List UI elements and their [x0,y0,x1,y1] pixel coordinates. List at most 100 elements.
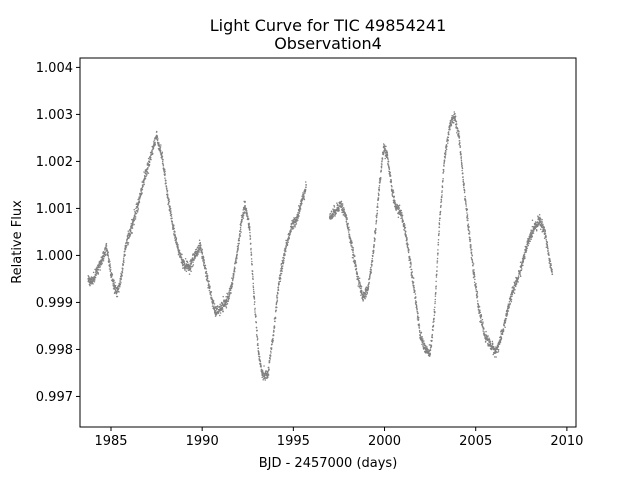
data-point [405,235,407,237]
data-point [351,241,353,244]
data-point [401,214,404,216]
data-point [385,145,387,148]
data-point [473,269,475,271]
data-point [137,206,139,208]
data-point [259,360,262,363]
data-point [387,161,390,163]
data-point [118,291,120,293]
data-point [137,203,140,206]
data-point [346,216,348,219]
data-point [255,334,258,336]
data-point [407,250,410,252]
data-point [242,217,245,219]
data-point [185,270,188,273]
data-point [257,342,259,345]
data-point [513,286,515,289]
data-point [166,187,168,190]
data-point [506,312,508,314]
data-point [471,261,474,264]
data-point [473,275,476,278]
data-point [129,235,131,237]
data-point [504,319,507,322]
data-point [519,275,522,278]
x-tick-label: 2000 [368,434,401,449]
data-point [197,253,199,255]
data-point [500,335,502,338]
data-point [177,248,179,250]
data-point [410,264,412,266]
data-point [341,203,344,205]
data-point [414,293,417,295]
data-point [263,374,266,377]
data-point [287,239,290,241]
data-point [390,179,392,181]
data-point [269,354,272,357]
data-point [236,257,238,260]
data-point [295,221,297,224]
data-point [511,295,513,298]
data-point [504,321,507,324]
data-point [543,237,546,240]
data-point [161,151,164,153]
data-point [470,248,473,251]
data-point [502,328,505,331]
data-point [275,303,278,306]
data-point [224,302,227,304]
data-point [369,274,371,277]
data-point [249,231,251,234]
data-point [165,179,167,182]
data-point [144,173,147,175]
chart-title: Light Curve for TIC 49854241 [210,16,447,35]
data-point [526,247,528,250]
data-point [284,254,286,256]
data-point [352,257,355,259]
data-point [203,262,206,264]
data-point [264,379,267,381]
data-point [474,278,476,281]
data-point [458,140,461,142]
data-point [244,205,246,207]
data-point [96,266,99,269]
data-point [187,269,190,272]
data-point [468,226,470,228]
data-point [166,189,169,192]
data-point [215,307,217,309]
data-point [430,345,433,348]
data-point [294,224,297,226]
data-point [216,305,219,307]
data-point [145,175,147,178]
data-point [415,301,418,303]
data-point [361,290,363,292]
data-point [389,175,392,177]
data-point [341,207,344,209]
data-point [169,205,171,208]
data-point [437,243,440,246]
data-point [354,260,356,262]
data-point [480,321,483,323]
data-point [273,330,275,333]
data-point [164,174,166,177]
data-point [380,165,383,167]
data-point [116,295,119,298]
data-point [215,310,217,312]
data-point [474,284,477,286]
data-point [456,128,459,130]
data-point [440,201,442,204]
data-point [129,229,132,232]
data-point [479,309,481,311]
data-point [239,226,242,229]
data-point [252,285,254,287]
data-point [123,255,125,257]
data-point [497,345,500,347]
data-point [461,167,464,170]
data-point [222,310,224,312]
data-point [403,222,406,225]
data-point [348,229,351,231]
data-point [116,291,119,293]
data-point [377,197,380,199]
data-point [491,340,494,343]
data-point [251,273,254,276]
data-point [445,153,447,155]
data-point [388,166,390,169]
data-point [225,305,227,307]
